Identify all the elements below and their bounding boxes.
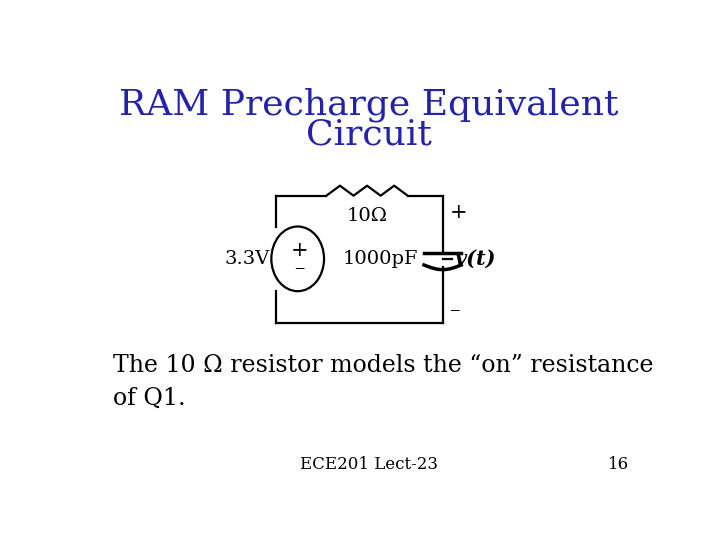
Text: 1000pF: 1000pF xyxy=(342,250,418,268)
Text: RAM Precharge Equivalent: RAM Precharge Equivalent xyxy=(120,88,618,123)
Text: 3.3V: 3.3V xyxy=(225,250,270,268)
Text: +: + xyxy=(290,241,308,260)
Text: 10Ω: 10Ω xyxy=(346,207,387,225)
Text: –: – xyxy=(294,259,305,278)
Text: +: + xyxy=(449,204,467,222)
Text: 16: 16 xyxy=(608,456,629,473)
Text: v(t): v(t) xyxy=(455,249,497,269)
Text: The 10 Ω resistor models the “on” resistance
of Q1.: The 10 Ω resistor models the “on” resist… xyxy=(113,354,654,409)
Text: Circuit: Circuit xyxy=(306,117,432,151)
Text: ECE201 Lect-23: ECE201 Lect-23 xyxy=(300,456,438,473)
Text: –: – xyxy=(449,301,460,320)
